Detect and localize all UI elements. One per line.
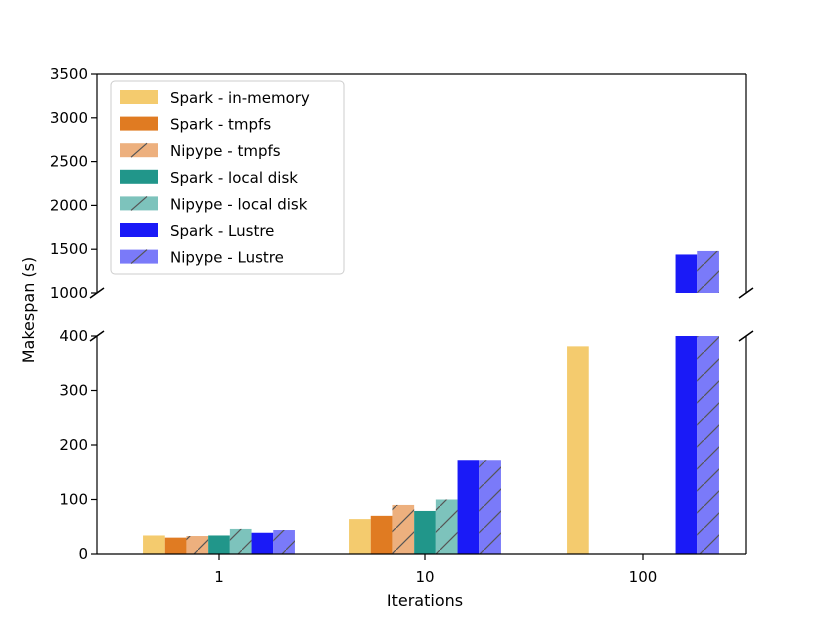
bar-spark-local-disk-1 — [208, 535, 230, 554]
bar-spark-lustre-1 — [251, 532, 274, 554]
x-tick-label: 10 — [415, 568, 434, 586]
bar-spark-lustre-10 — [457, 460, 480, 554]
bar-hatch — [697, 336, 719, 554]
y-tick-label: 3000 — [50, 109, 88, 127]
upper-panel-frame — [96, 73, 747, 293]
bar-hatch — [479, 460, 501, 554]
bar-spark-lustre-100-upper — [675, 254, 698, 293]
bar-hatch — [697, 250, 719, 293]
legend-swatch-hatch — [130, 195, 148, 211]
legend-swatch — [120, 223, 158, 237]
legend: Spark - in-memory Spark - tmpfs Nipype - t… — [110, 80, 345, 275]
bar-spark-tmpfs-1 — [164, 537, 187, 554]
bar-hatch — [392, 504, 415, 554]
legend-label: Nipype - local disk — [170, 195, 308, 213]
legend-swatch — [120, 90, 158, 104]
legend-label: Spark - local disk — [170, 169, 298, 187]
bar-hatch — [229, 528, 252, 554]
lower-y-ticks: 0 100 200 300 400 — [59, 327, 97, 563]
axis-break-marks — [89, 287, 754, 342]
bar-spark-tmpfs-10 — [370, 515, 393, 554]
bar-spark-local-disk-10 — [414, 510, 436, 554]
legend-label: Spark - tmpfs — [170, 116, 271, 134]
legend-label: Nipype - Lustre — [170, 249, 284, 267]
legend-swatch-hatch — [130, 249, 148, 265]
legend-swatch — [120, 116, 158, 131]
y-tick-label: 400 — [59, 327, 88, 345]
y-axis-label: Makespan (s) — [19, 257, 38, 364]
x-tick-label: 100 — [629, 568, 658, 586]
y-tick-label: 0 — [78, 545, 88, 563]
legend-label: Spark - in-memory — [170, 89, 310, 107]
lower-panel-bars — [143, 336, 719, 554]
bar-spark-lustre-100 — [675, 336, 698, 554]
upper-panel-bars — [675, 250, 719, 293]
bar-spark-in-memory-1 — [143, 535, 165, 554]
y-tick-label: 1500 — [50, 240, 88, 258]
legend-label: Nipype - tmpfs — [170, 142, 281, 160]
legend-swatch-hatch — [130, 142, 148, 158]
legend-label: Spark - Lustre — [170, 222, 274, 240]
y-tick-label: 2500 — [50, 153, 88, 171]
y-tick-label: 3500 — [50, 65, 88, 83]
bar-hatch — [273, 530, 295, 554]
y-tick-label: 300 — [59, 382, 88, 400]
y-tick-label: 1000 — [50, 284, 88, 302]
bar-spark-in-memory-100 — [567, 346, 589, 554]
y-tick-label: 2000 — [50, 196, 88, 214]
x-tick-label: 1 — [214, 568, 224, 586]
x-axis-label: Iterations — [387, 591, 463, 610]
bar-hatch — [186, 536, 209, 554]
legend-box — [110, 80, 345, 275]
bar-hatch — [435, 499, 458, 554]
bar-spark-in-memory-10 — [349, 519, 371, 554]
upper-y-ticks: 1000 1500 2000 2500 3000 3500 — [50, 65, 97, 302]
y-tick-label: 200 — [59, 436, 88, 454]
x-ticks: 1 10 100 — [214, 554, 657, 586]
y-tick-label: 100 — [59, 491, 88, 509]
legend-swatch — [120, 169, 158, 184]
